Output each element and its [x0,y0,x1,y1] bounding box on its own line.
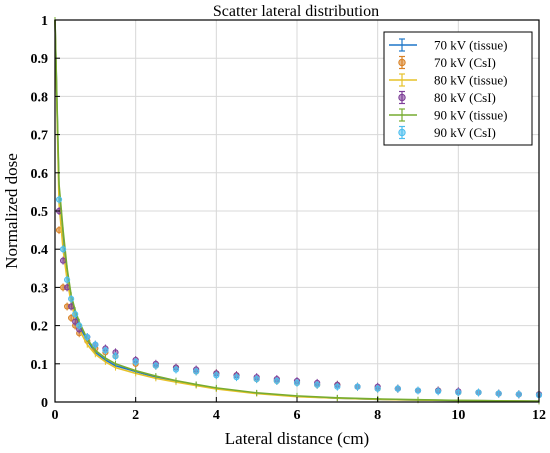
y-tick-label: 0.3 [31,281,49,296]
data-point [253,375,260,383]
y-tick-label: 0.4 [31,243,49,258]
y-tick-label: 0.1 [31,358,49,373]
data-point [84,333,91,341]
data-point [475,389,482,396]
data-point [233,374,240,381]
axis-ticks: 0 2 4 6 8 10 12 0 0.1 0.2 0.3 0.4 0.5 0.6 0.7 0.8 0.9 1 [31,14,547,423]
legend-label: 80 kV (CsI) [434,90,496,105]
data-point [515,391,522,398]
legend-entry-80-kv-tissue: 80 kV (tissue) [389,73,507,88]
x-tick-label: 10 [451,408,465,423]
data-point [354,383,361,390]
data-point [64,276,71,283]
legend-entry-80-kv-csi: 80 kV (CsI) [398,90,496,105]
legend-entry-90-kv-tissue: 90 kV (tissue) [389,108,507,123]
data-point [68,295,75,302]
legend-entry-70-kv-csi: 70 kV (CsI) [398,55,496,70]
series-90-kv-tissue [54,17,540,405]
legend-entry-90-kv-csi: 90 kV (CsI) [398,125,496,140]
data-point [455,389,462,396]
data-point [435,388,442,395]
data-point [495,390,502,397]
data-point [102,347,109,354]
data-point [59,257,67,264]
legend-marker-swatch [398,93,406,102]
y-tick-label: 0.9 [31,52,49,67]
legend-marker-swatch [398,128,406,137]
data-point [394,385,401,392]
data-point [72,311,79,318]
legend-label: 90 kV (tissue) [434,108,507,123]
y-axis-label: Normalized dose [2,153,21,269]
legend-label: 80 kV (tissue) [434,73,507,88]
legend-label: 70 kV (tissue) [434,38,507,53]
y-tick-label: 0.6 [31,167,49,182]
y-tick-label: 1 [41,14,48,29]
chart-title: Scatter lateral distribution [213,3,379,20]
x-tick-label: 6 [294,408,301,423]
legend: 70 kV (tissue) 70 kV (CsI) 80 kV (tissue) 8… [383,31,533,146]
x-tick-label: 8 [374,408,381,423]
x-axis-label: Lateral distance (cm) [225,429,369,448]
x-tick-label: 12 [532,408,546,423]
data-point [172,366,180,373]
data-point [152,362,159,369]
legend-marker-swatch [398,58,406,67]
x-tick-label: 0 [52,408,59,423]
legend-entry-70-kv-tissue: 70 kV (tissue) [389,38,507,53]
data-point [112,353,119,360]
data-point [193,368,200,375]
y-tick-label: 0.8 [31,90,49,105]
y-tick-label: 0.2 [31,320,49,335]
data-point [414,387,422,394]
legend-label: 70 kV (CsI) [434,55,496,70]
data-point [213,372,220,379]
y-tick-label: 0.7 [31,129,49,144]
data-point [273,377,280,385]
data-point [76,322,83,329]
data-point [132,358,139,365]
data-point [314,381,321,388]
legend-label: 90 kV (CsI) [434,125,496,140]
data-point [92,341,99,348]
x-tick-label: 2 [132,408,139,423]
data-point [55,196,63,203]
data-point [72,318,79,325]
data-point [68,314,75,322]
data-point [293,379,301,386]
data-point [59,246,67,253]
legend-box [383,31,533,146]
series-90-kv-csi [55,195,543,400]
data-point [334,383,341,390]
y-tick-label: 0.5 [31,205,49,220]
data-point [374,385,381,392]
data-layer [54,17,543,405]
x-tick-label: 4 [213,408,220,423]
y-tick-label: 0 [41,396,48,411]
